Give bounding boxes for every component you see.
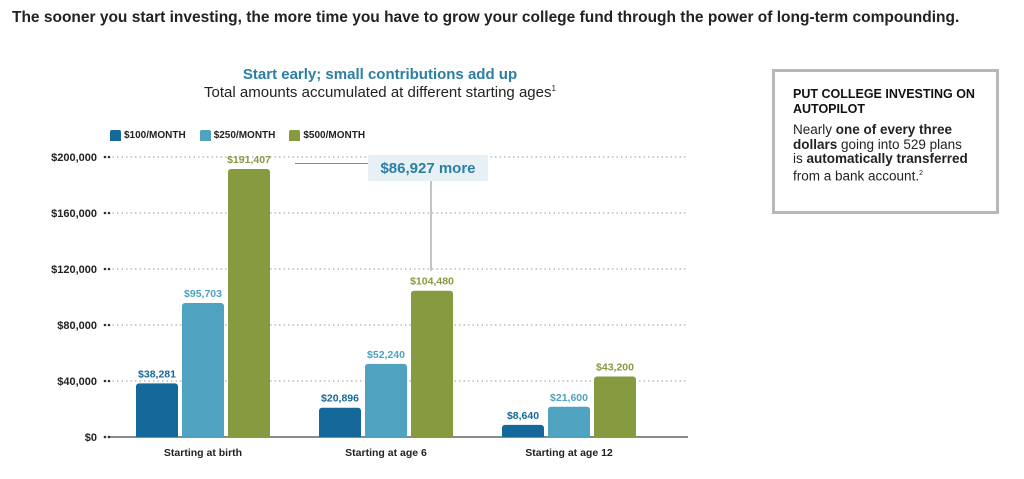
headline: The sooner you start investing, the more… — [12, 9, 960, 26]
tick-dot — [107, 155, 111, 159]
bar — [594, 376, 636, 437]
legend: $100/MONTH $250/MONTH $500/MONTH — [110, 130, 365, 141]
bar — [228, 169, 270, 437]
subtitle-footnote: 1 — [551, 84, 556, 93]
bar — [319, 407, 361, 437]
chart-subtitle-text: Total amounts accumulated at different s… — [204, 84, 552, 101]
bar-base — [136, 433, 178, 437]
legend-label-100: $100/MONTH — [124, 130, 186, 141]
legend-item-250: $250/MONTH — [199, 130, 276, 141]
tick-dot — [103, 435, 107, 439]
tick-dot — [103, 267, 107, 271]
bar-base — [502, 433, 544, 437]
data-label: $38,281 — [138, 368, 176, 380]
chart-title: Start early; small contributions add up — [242, 66, 518, 83]
sidebar-bold-1: one of every three dollars — [793, 122, 953, 152]
sidebar-title: PUT COLLEGE INVESTING ON AUTOPILOT — [793, 87, 975, 116]
bar-base — [228, 433, 270, 437]
bar-base — [182, 433, 224, 437]
tick-dot — [103, 323, 107, 327]
bar-base — [411, 433, 453, 437]
bar-base — [548, 433, 590, 437]
y-tick-label: $120,000 — [51, 264, 97, 276]
chart-subtitle: Total amounts accumulated at different s… — [100, 84, 660, 101]
callout-difference: $86,927 more — [368, 155, 488, 181]
tick-dot — [103, 211, 107, 215]
y-tick-label: $40,000 — [57, 376, 97, 388]
data-label: $8,640 — [507, 410, 539, 422]
bar — [411, 290, 453, 437]
bar — [548, 406, 590, 437]
tick-dot — [107, 435, 111, 439]
tick-dot — [107, 379, 111, 383]
x-tick-label: Starting at age 6 — [345, 447, 427, 459]
sidebar-text-1: Nearly — [793, 122, 836, 137]
bar — [365, 363, 407, 437]
sidebar-footnote: 2 — [919, 169, 923, 177]
bar — [182, 303, 224, 437]
legend-item-100: $100/MONTH — [110, 130, 186, 141]
x-tick-label: Starting at age 12 — [525, 447, 613, 459]
sidebar-body: Nearly one of every three dollars going … — [793, 122, 973, 184]
data-label: $20,896 — [321, 393, 359, 405]
data-label: $104,480 — [410, 276, 454, 288]
bar-base — [594, 433, 636, 437]
tick-dot — [107, 323, 111, 327]
tick-dot — [103, 155, 107, 159]
legend-label-250: $250/MONTH — [213, 130, 276, 141]
data-label: $52,240 — [367, 349, 405, 361]
sidebar-box: PUT COLLEGE INVESTING ON AUTOPILOT Nearl… — [772, 69, 999, 214]
y-tick-label: $160,000 — [51, 208, 97, 220]
data-label: $43,200 — [596, 362, 634, 374]
legend-swatch-500 — [289, 130, 301, 141]
tick-dot — [107, 211, 111, 215]
sidebar-bold-2: automatically transferred — [806, 151, 968, 166]
legend-item-500: $500/MONTH — [289, 130, 365, 141]
y-tick-label: $0 — [85, 432, 97, 444]
bar — [136, 383, 178, 437]
data-label: $191,407 — [227, 154, 271, 166]
data-label: $95,703 — [184, 288, 222, 300]
y-tick-label: $200,000 — [51, 152, 97, 164]
sidebar-text-2: going into 529 plans is — [793, 136, 962, 166]
sidebar-text-3: from a bank account. — [793, 168, 920, 183]
legend-label-500: $500/MONTH — [303, 130, 366, 141]
bar-base — [319, 433, 361, 437]
tick-dot — [107, 267, 111, 271]
legend-swatch-100 — [110, 130, 121, 141]
legend-swatch-250 — [199, 130, 211, 141]
tick-dot — [103, 379, 107, 383]
data-label: $21,600 — [550, 392, 588, 404]
bar-base — [365, 433, 407, 437]
y-tick-label: $80,000 — [57, 320, 97, 332]
x-tick-label: Starting at birth — [164, 447, 242, 459]
